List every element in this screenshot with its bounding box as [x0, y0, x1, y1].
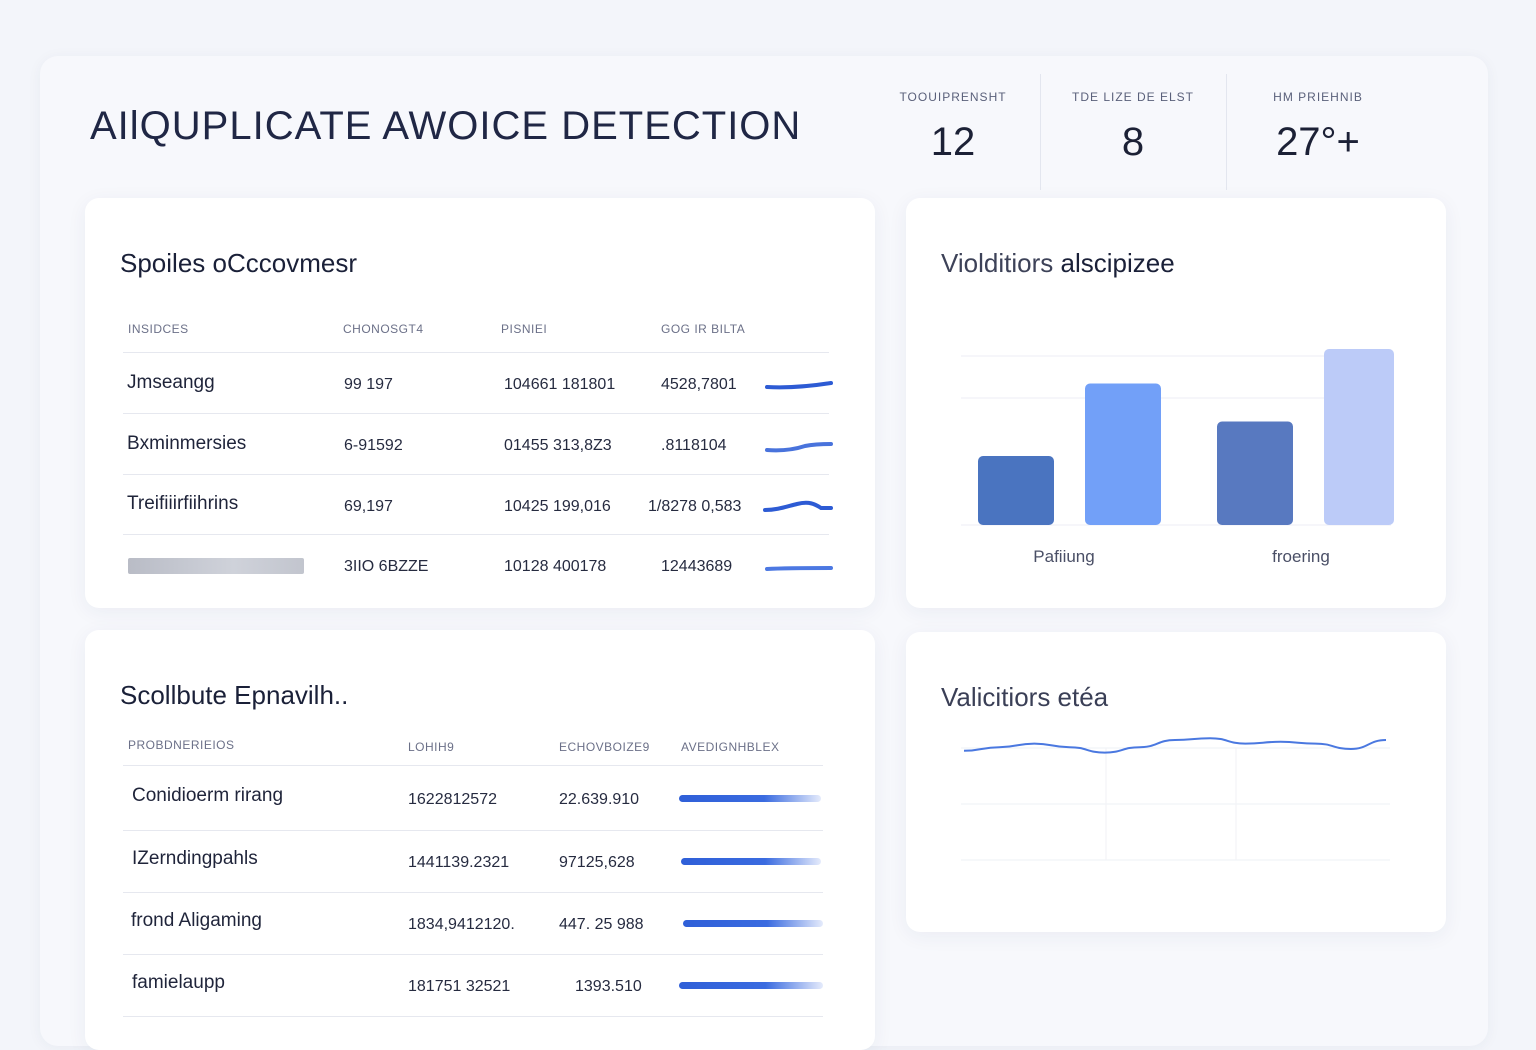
row-value: 1622812572: [408, 791, 497, 808]
row-value: 181751 32521: [408, 978, 511, 995]
progress-bar: [683, 920, 823, 927]
stat-percent: HM PRIEHNIB 27°+: [1228, 90, 1408, 165]
row-name: IZerndingpahls: [132, 848, 258, 869]
row-divider: [123, 352, 829, 353]
row-value: 97125,628: [559, 854, 635, 871]
row-name: famielaupp: [132, 972, 225, 993]
column-header[interactable]: ECHOVBOIZE9: [559, 740, 650, 754]
bar-chart-card: Violditiors alscipizee Pafiiung froering: [906, 198, 1446, 608]
stat-value: 8: [1121, 120, 1145, 164]
row-divider: [123, 413, 829, 414]
row-value: 1393.510: [575, 978, 642, 995]
row-value: 6-91592: [344, 437, 403, 454]
trend-sparkline: [763, 500, 833, 512]
stat-size: TDE LIZE DE ELST 8: [1043, 90, 1223, 165]
card-title-light: Violditiors: [941, 248, 1054, 278]
row-value: 10425 199,016: [504, 498, 611, 515]
column-header[interactable]: CHONOSGT4: [343, 322, 424, 336]
redacted-name: [128, 558, 304, 574]
row-divider: [123, 765, 823, 766]
stat-divider: [1040, 74, 1041, 190]
stat-label: TDE LIZE DE ELST: [1071, 90, 1195, 104]
stat-duplicates: TOOUIPRENSHT 12: [863, 90, 1043, 165]
column-header[interactable]: PROBDNERIEIOS: [128, 738, 235, 752]
chart-bar: [1217, 421, 1293, 525]
trend-sparkline: [765, 566, 833, 571]
row-name: Jmseangg: [127, 372, 215, 393]
card-title: Spoiles oCccovmesr: [120, 248, 357, 278]
x-tick-label: froering: [1272, 547, 1330, 566]
column-header[interactable]: LOHIH9: [408, 740, 455, 754]
row-divider: [123, 1016, 823, 1017]
page-title: AIlQUPLICATE AWOICE DETECTION: [90, 104, 802, 148]
trend-sparkline: [765, 442, 833, 453]
row-value: 104661 181801: [504, 376, 616, 393]
chart-bar: [1324, 349, 1394, 525]
stat-label: HM PRIEHNIB: [1273, 90, 1363, 104]
row-value: 22.639.910: [559, 791, 640, 808]
progress-bar: [679, 795, 821, 802]
row-value: 447. 25 988: [559, 916, 644, 933]
column-header[interactable]: INSIDCES: [128, 322, 189, 336]
row-value: 1834,9412120.: [408, 916, 515, 933]
column-header[interactable]: AVEDIGNHBLEX: [681, 740, 780, 754]
row-value: 12443689: [661, 558, 733, 575]
series-line: [963, 737, 1387, 754]
row-value: 99 197: [344, 376, 393, 393]
stat-value: 12: [930, 120, 976, 164]
dashboard-app: AIlQUPLICATE AWOICE DETECTION TOOUIPRENS…: [40, 56, 1488, 1050]
table-card-1: Spoiles oCccovmesr INSIDCES CHONOSGT4 PI…: [85, 198, 875, 608]
row-value: 4528,7801: [661, 376, 737, 393]
progress-bar: [681, 858, 821, 865]
row-name: Treifiiirfiihrins: [127, 493, 239, 514]
row-value: 1441139.2321: [408, 854, 510, 871]
row-name: Conidioerm rirang: [132, 785, 284, 806]
row-divider: [123, 892, 823, 893]
trend-sparkline: [765, 381, 833, 390]
row-value: 10128 400178: [504, 558, 607, 575]
row-divider: [123, 954, 823, 955]
row-divider: [123, 830, 823, 831]
table-card-2: Scollbute Epnavilh.. PROBDNERIEIOS LOHIH…: [85, 630, 875, 1050]
row-divider: [123, 474, 829, 475]
stat-divider: [1226, 74, 1227, 190]
row-divider: [123, 534, 829, 535]
stat-label: TOOUIPRENSHT: [899, 90, 1007, 104]
row-name: frond Aligaming: [131, 910, 262, 931]
card-title-bold: alscipizee: [1060, 248, 1175, 278]
row-value: 69,197: [344, 498, 393, 515]
progress-bar: [679, 982, 823, 989]
card-title: Scollbute Epnavilh..: [120, 680, 349, 710]
row-value: .8118104: [661, 437, 727, 454]
card-title: Valicitiors etéa: [941, 682, 1109, 712]
x-tick-label: Pafiiung: [1033, 547, 1094, 566]
stat-value: 27°+: [1276, 120, 1360, 164]
chart-bar: [1085, 383, 1161, 525]
column-header[interactable]: GOG IR BILTA: [661, 322, 746, 336]
line-chart-card: Valicitiors etéa: [906, 632, 1446, 932]
card-title: Violditiors alscipizee: [941, 248, 1175, 279]
line-chart: [961, 737, 1390, 861]
chart-bar: [978, 456, 1054, 525]
row-name: Bxminmersies: [127, 433, 247, 454]
row-value: 1/8278 0,583: [648, 498, 742, 515]
bar-chart: Pafiiung froering: [961, 349, 1394, 566]
row-value: 3IIO 6BZZE: [344, 558, 429, 575]
row-value: 01455 313,8Z3: [504, 437, 612, 454]
column-header[interactable]: PISNIEI: [501, 322, 548, 336]
